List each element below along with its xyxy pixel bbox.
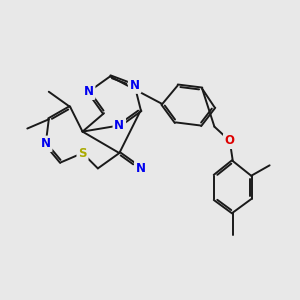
Text: N: N <box>114 119 124 132</box>
Text: S: S <box>78 147 87 160</box>
Text: O: O <box>225 134 235 147</box>
Text: N: N <box>84 85 94 98</box>
Text: N: N <box>136 162 146 175</box>
Text: N: N <box>41 137 51 150</box>
Text: N: N <box>130 79 140 92</box>
